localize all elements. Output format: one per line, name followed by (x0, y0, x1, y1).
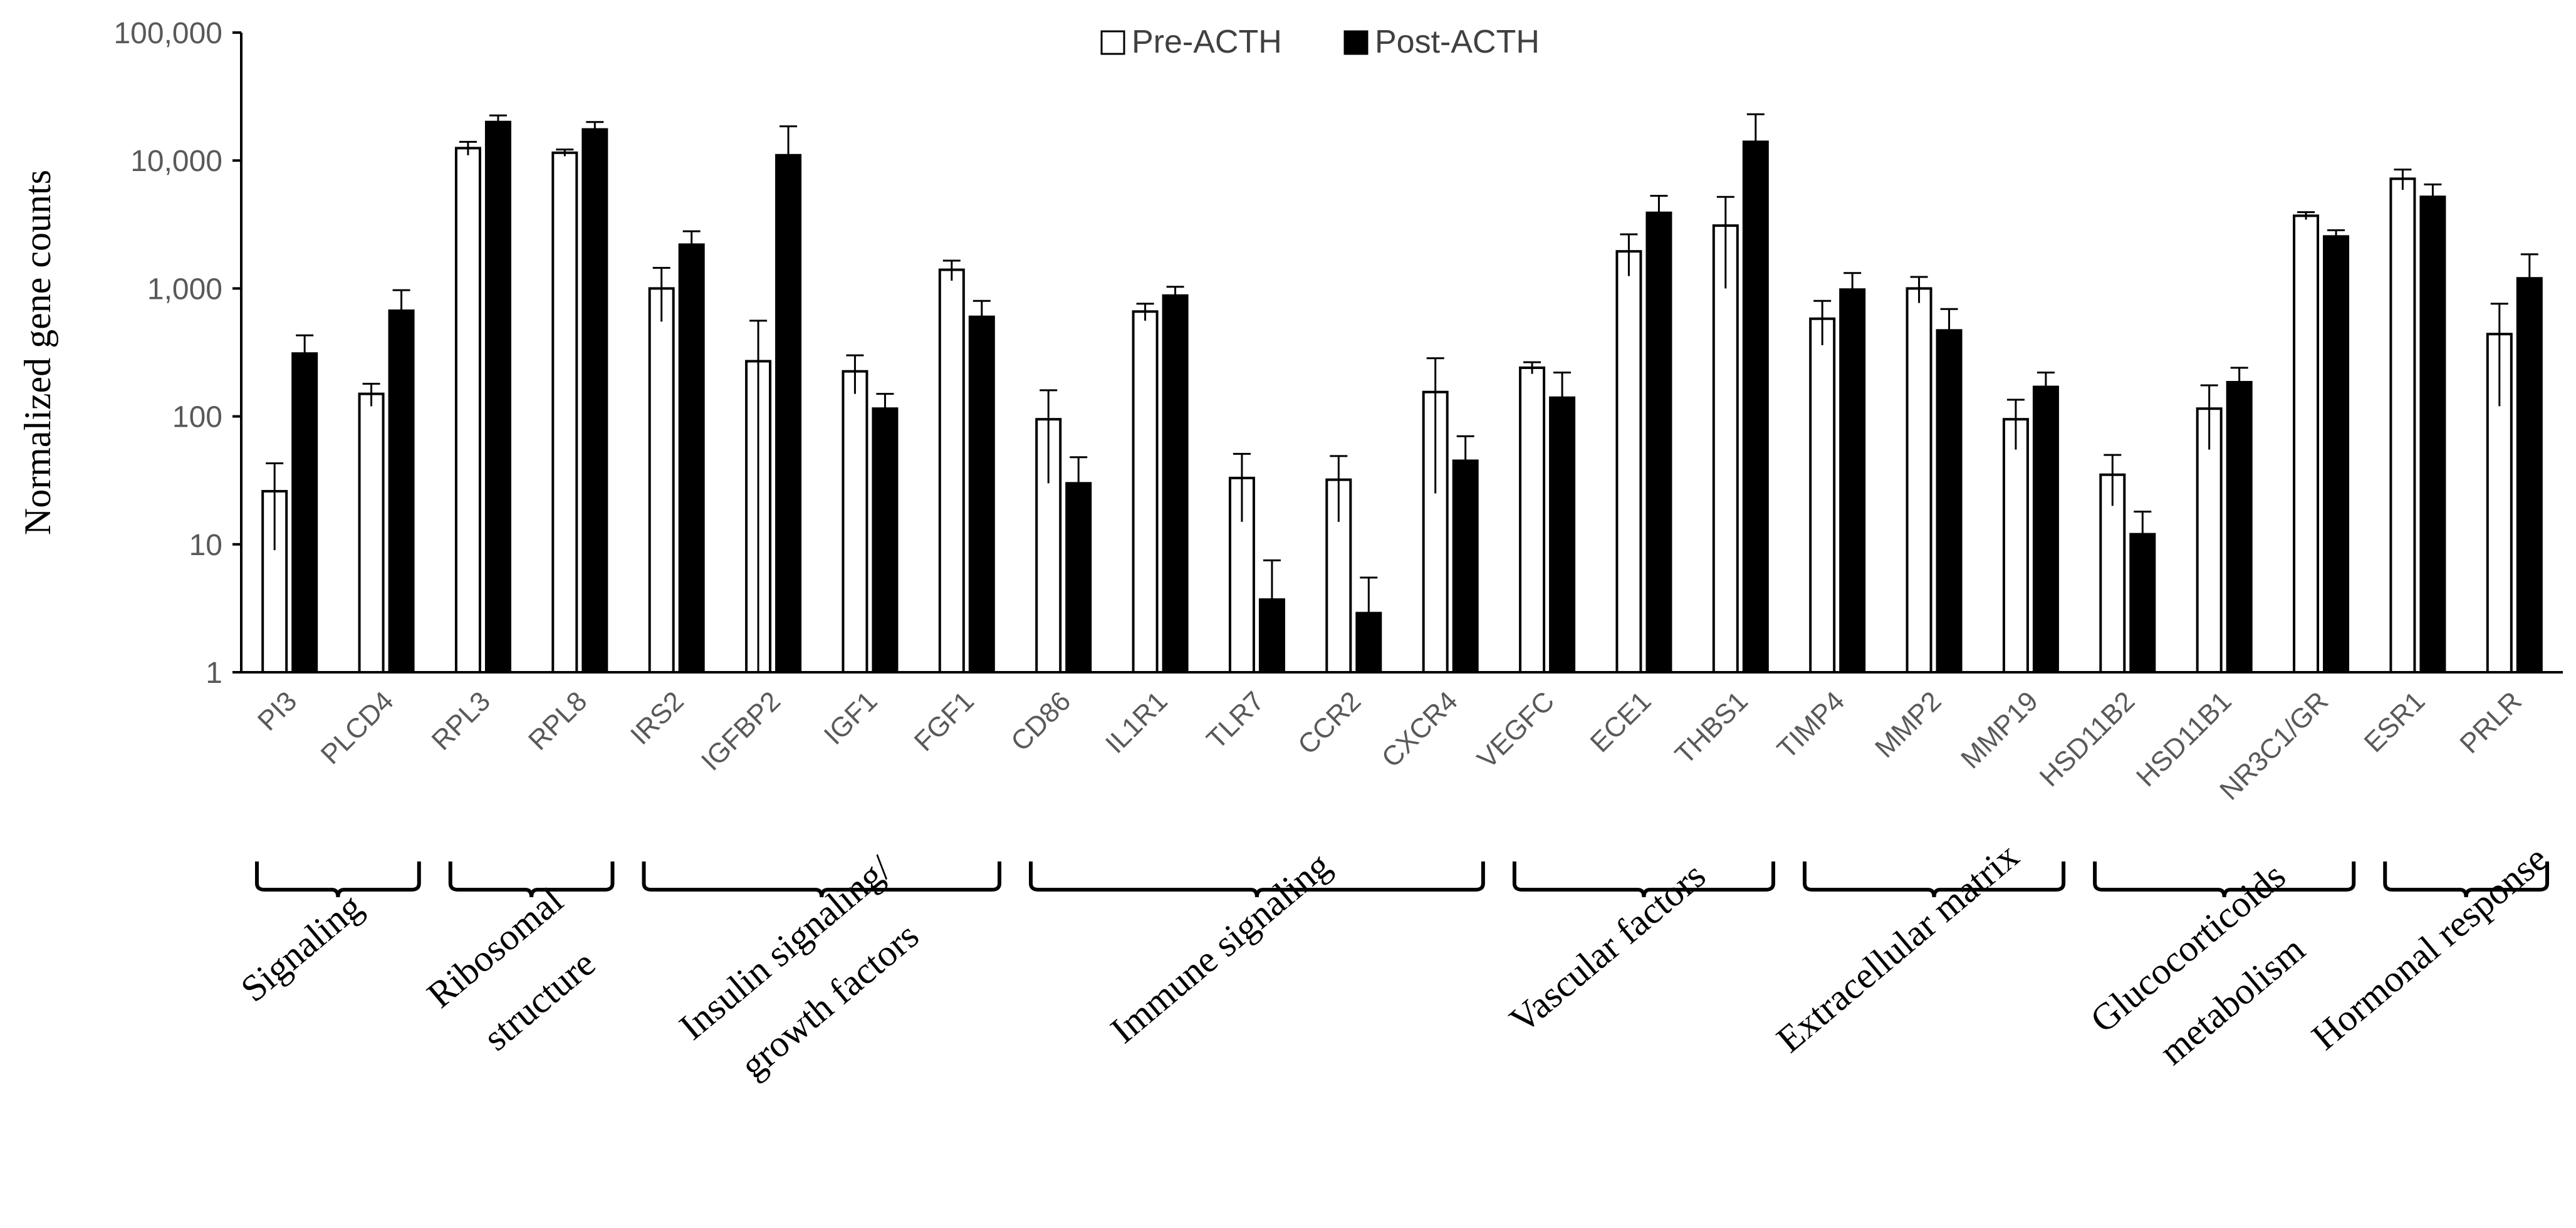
chart-labels: PI3 PLCD4 RPL3 RPL8 IRS2 IGFBP2 IGF1 FGF1 CD86 IL… (252, 685, 2528, 806)
group-brace (2383, 861, 2549, 898)
bar-pre (358, 392, 385, 674)
bar-post (1936, 329, 1963, 674)
gene-label: IGFBP2 (696, 685, 786, 776)
bar-post (1839, 288, 1866, 674)
gene-label: VEGFC (1471, 685, 1560, 774)
group-brace (1512, 861, 1775, 898)
bar-pre (2099, 473, 2126, 674)
bar-pre (2293, 214, 2320, 674)
gene-label: MMP19 (1955, 685, 2044, 774)
bar-pre (648, 287, 675, 674)
group-brace (1803, 861, 2066, 898)
gene-label: MMP2 (1869, 685, 1948, 764)
bar-pre (551, 151, 578, 674)
bar-post (1162, 294, 1189, 674)
group-brace (1029, 861, 1485, 898)
bar-post (2419, 195, 2446, 674)
bar-pre (2389, 177, 2416, 674)
gene-label: CXCR4 (1376, 685, 1464, 773)
bar-pre (1615, 250, 1642, 674)
y-tick-label: 100 (172, 401, 222, 434)
bar-pre (1906, 287, 1932, 674)
group-label: Signaling (233, 885, 370, 1009)
bar-post (1742, 140, 1769, 674)
group-label: Vascular factors (1502, 855, 1713, 1041)
gene-label: THBS1 (1669, 685, 1754, 770)
group-brace (448, 861, 615, 898)
bar-post (291, 352, 318, 674)
chart-bars (261, 120, 2543, 674)
gene-label: TIMP4 (1771, 685, 1850, 764)
bar-post (1645, 211, 1672, 674)
chart-axes: 1 10 100 1,000 10,000 100,000 Normalized gene … (17, 17, 2563, 690)
bar-post (2323, 235, 2350, 674)
gene-label: CD86 (1005, 685, 1077, 757)
bar-pre (1132, 310, 1159, 674)
chart-error-bars (266, 113, 2538, 672)
gene-label: HSD11B2 (2034, 685, 2141, 793)
legend-swatch-pre (1100, 30, 1125, 55)
bar-post (2032, 385, 2059, 674)
gene-label: IRS2 (625, 685, 690, 751)
group-brace (642, 861, 1001, 898)
gene-label: PLCD4 (315, 685, 400, 770)
legend-label-pre: Pre-ACTH (1132, 24, 1282, 60)
bar-post (388, 309, 415, 674)
group-label: Extracellular matrix (1769, 835, 2026, 1061)
y-tick-label: 10,000 (130, 145, 222, 178)
bar-pre (938, 268, 965, 674)
bar-post (2516, 277, 2543, 674)
group-label: Hormonal response (2304, 838, 2555, 1058)
y-tick-label: 1,000 (147, 273, 222, 306)
bar-pre (1809, 317, 1836, 674)
gene-label: FGF1 (909, 685, 980, 757)
y-tick-label: 100,000 (113, 17, 222, 50)
bar-pre (1519, 366, 1546, 674)
y-axis-label: Normalized gene counts (17, 170, 58, 535)
bar-post (484, 120, 511, 674)
bar-post (2226, 381, 2253, 674)
gene-label: RPL8 (523, 685, 593, 756)
gene-label: CCR2 (1292, 685, 1367, 760)
group-label: Immune signaling (1103, 844, 1338, 1051)
legend-swatch-post (1343, 30, 1369, 55)
gene-label: RPL3 (426, 685, 496, 756)
bar-pre (842, 370, 868, 674)
gene-label: IL1R1 (1100, 685, 1174, 759)
gene-label: ESR1 (2359, 685, 2431, 758)
bar-post (872, 407, 899, 674)
bar-post (775, 154, 802, 674)
gene-label: PRLR (2454, 685, 2528, 759)
gene-label: PI3 (252, 685, 303, 736)
group-brace (255, 861, 421, 898)
y-tick-label: 10 (189, 529, 222, 562)
gene-label: TLR7 (1201, 685, 1270, 755)
gene-label: ECE1 (1585, 685, 1657, 758)
group-brace (2093, 861, 2356, 898)
bar-pre (454, 147, 481, 674)
chart-legend: Pre-ACTH Post-ACTH (1100, 24, 1540, 60)
bar-post (678, 243, 705, 674)
gene-label: IGF1 (818, 685, 884, 751)
bar-pre (1712, 224, 1739, 674)
bar-post (968, 315, 995, 674)
bar-post (581, 128, 608, 674)
y-tick-label: 1 (206, 657, 222, 690)
legend-label-post: Post-ACTH (1375, 24, 1540, 60)
bar-pre (2002, 418, 2029, 674)
